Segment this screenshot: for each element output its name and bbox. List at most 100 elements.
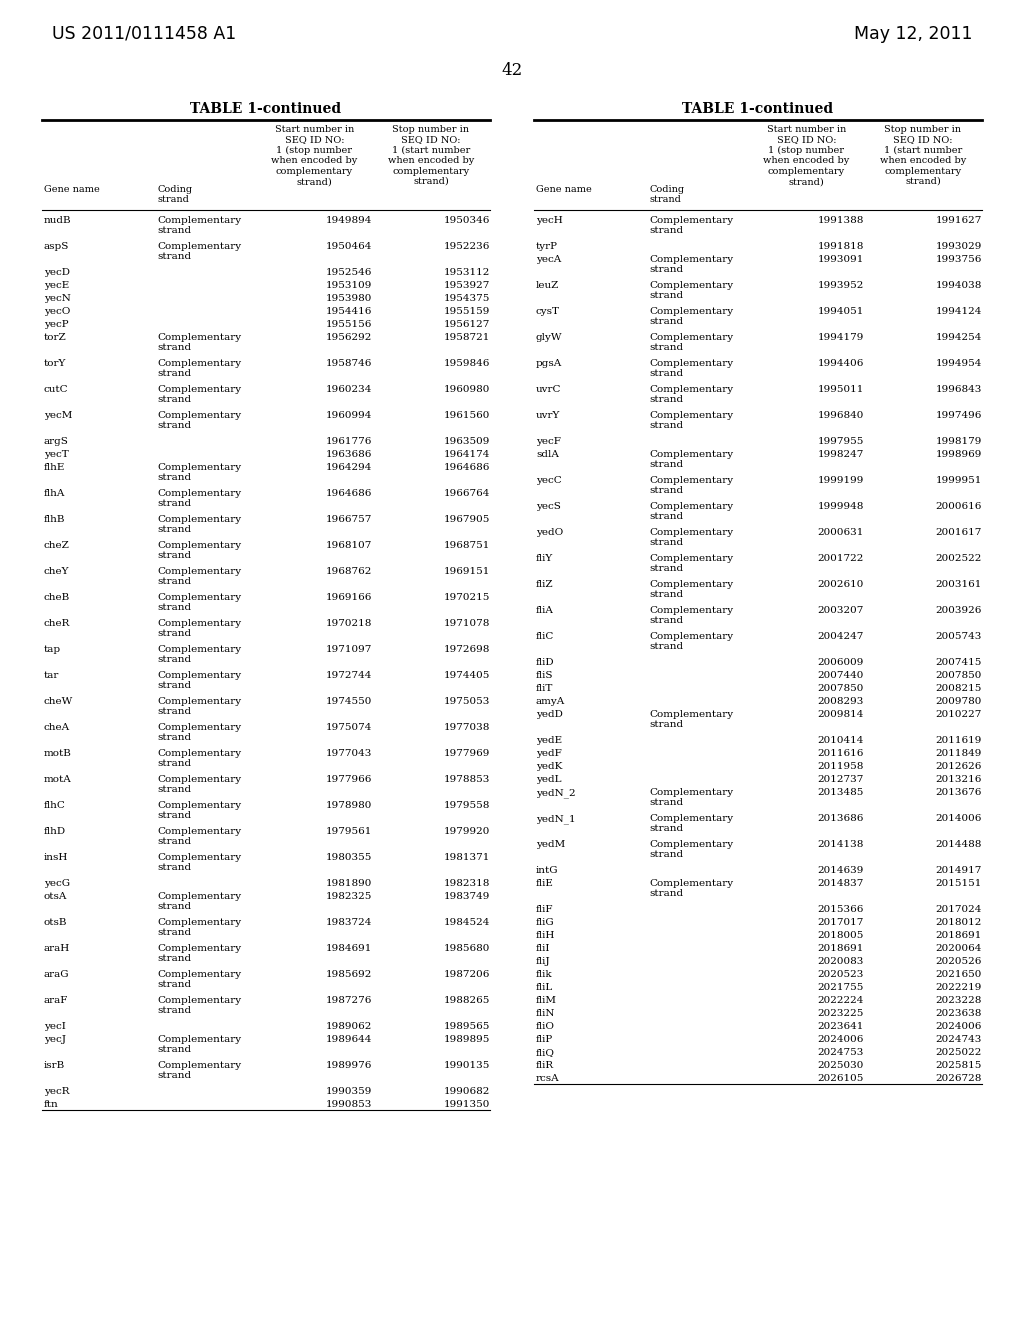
Text: isrB: isrB bbox=[44, 1061, 66, 1071]
Text: 2021755: 2021755 bbox=[817, 983, 864, 993]
Text: yedN_1: yedN_1 bbox=[536, 814, 575, 824]
Text: TABLE 1-continued: TABLE 1-continued bbox=[190, 102, 342, 116]
Text: 2000616: 2000616 bbox=[936, 502, 982, 511]
Text: Complementary
strand: Complementary strand bbox=[649, 216, 733, 235]
Text: Complementary
strand: Complementary strand bbox=[649, 502, 733, 521]
Text: 1977043: 1977043 bbox=[326, 748, 372, 758]
Text: Complementary
strand: Complementary strand bbox=[157, 997, 241, 1015]
Text: cheY: cheY bbox=[44, 568, 70, 576]
Text: tyrP: tyrP bbox=[536, 242, 558, 251]
Text: Complementary
strand: Complementary strand bbox=[157, 697, 241, 717]
Text: 1968762: 1968762 bbox=[326, 568, 372, 576]
Text: 1982325: 1982325 bbox=[326, 892, 372, 902]
Text: 2002522: 2002522 bbox=[936, 554, 982, 564]
Text: fliL: fliL bbox=[536, 983, 553, 993]
Text: yecJ: yecJ bbox=[44, 1035, 66, 1044]
Text: 2003207: 2003207 bbox=[817, 606, 864, 615]
Text: TABLE 1-continued: TABLE 1-continued bbox=[682, 102, 834, 116]
Text: yedF: yedF bbox=[536, 748, 562, 758]
Text: Gene name: Gene name bbox=[44, 185, 99, 194]
Text: 1994954: 1994954 bbox=[936, 359, 982, 368]
Text: 2022224: 2022224 bbox=[817, 997, 864, 1005]
Text: 1981890: 1981890 bbox=[326, 879, 372, 888]
Text: Coding
strand: Coding strand bbox=[157, 185, 193, 205]
Text: cysT: cysT bbox=[536, 308, 560, 315]
Text: cheA: cheA bbox=[44, 723, 70, 733]
Text: yecT: yecT bbox=[44, 450, 69, 459]
Text: Complementary
strand: Complementary strand bbox=[157, 333, 241, 352]
Text: fliQ: fliQ bbox=[536, 1048, 555, 1057]
Text: 1978853: 1978853 bbox=[443, 775, 490, 784]
Text: 2024743: 2024743 bbox=[936, 1035, 982, 1044]
Text: flhA: flhA bbox=[44, 488, 66, 498]
Text: araF: araF bbox=[44, 997, 69, 1005]
Text: cheB: cheB bbox=[44, 593, 71, 602]
Text: 1997496: 1997496 bbox=[936, 411, 982, 420]
Text: 1964294: 1964294 bbox=[326, 463, 372, 473]
Text: Complementary
strand: Complementary strand bbox=[649, 308, 733, 326]
Text: 1980355: 1980355 bbox=[326, 853, 372, 862]
Text: 1969151: 1969151 bbox=[443, 568, 490, 576]
Text: 42: 42 bbox=[502, 62, 522, 79]
Text: 1968107: 1968107 bbox=[326, 541, 372, 550]
Text: Complementary
strand: Complementary strand bbox=[157, 1035, 241, 1055]
Text: 1989565: 1989565 bbox=[443, 1022, 490, 1031]
Text: fliM: fliM bbox=[536, 997, 557, 1005]
Text: fliN: fliN bbox=[536, 1008, 555, 1018]
Text: fliT: fliT bbox=[536, 684, 553, 693]
Text: uvrC: uvrC bbox=[536, 385, 561, 393]
Text: 2012626: 2012626 bbox=[936, 762, 982, 771]
Text: araG: araG bbox=[44, 970, 70, 979]
Text: 2025815: 2025815 bbox=[936, 1061, 982, 1071]
Text: 1983724: 1983724 bbox=[326, 917, 372, 927]
Text: 2025030: 2025030 bbox=[817, 1061, 864, 1071]
Text: 1963509: 1963509 bbox=[443, 437, 490, 446]
Text: 1974550: 1974550 bbox=[326, 697, 372, 706]
Text: cheZ: cheZ bbox=[44, 541, 70, 550]
Text: 1972744: 1972744 bbox=[326, 671, 372, 680]
Text: Complementary
strand: Complementary strand bbox=[649, 840, 733, 859]
Text: 2018012: 2018012 bbox=[936, 917, 982, 927]
Text: Complementary
strand: Complementary strand bbox=[157, 463, 241, 482]
Text: Complementary
strand: Complementary strand bbox=[157, 645, 241, 664]
Text: fliR: fliR bbox=[536, 1061, 554, 1071]
Text: 2013676: 2013676 bbox=[936, 788, 982, 797]
Text: leuZ: leuZ bbox=[536, 281, 559, 290]
Text: 1958746: 1958746 bbox=[326, 359, 372, 368]
Text: fliC: fliC bbox=[536, 632, 554, 642]
Text: flhC: flhC bbox=[44, 801, 66, 810]
Text: 1989895: 1989895 bbox=[443, 1035, 490, 1044]
Text: 2003926: 2003926 bbox=[936, 606, 982, 615]
Text: 1974405: 1974405 bbox=[443, 671, 490, 680]
Text: otsA: otsA bbox=[44, 892, 68, 902]
Text: araH: araH bbox=[44, 944, 71, 953]
Text: 1983749: 1983749 bbox=[443, 892, 490, 902]
Text: 1950464: 1950464 bbox=[326, 242, 372, 251]
Text: 1961560: 1961560 bbox=[443, 411, 490, 420]
Text: 2011849: 2011849 bbox=[936, 748, 982, 758]
Text: 1956292: 1956292 bbox=[326, 333, 372, 342]
Text: 1994406: 1994406 bbox=[817, 359, 864, 368]
Text: Stop number in
SEQ ID NO:
1 (start number
when encoded by
complementary
strand): Stop number in SEQ ID NO: 1 (start numbe… bbox=[880, 125, 966, 186]
Text: rcsA: rcsA bbox=[536, 1074, 560, 1082]
Text: 1989644: 1989644 bbox=[326, 1035, 372, 1044]
Text: 1970218: 1970218 bbox=[326, 619, 372, 628]
Text: argS: argS bbox=[44, 437, 69, 446]
Text: 1975074: 1975074 bbox=[326, 723, 372, 733]
Text: fliS: fliS bbox=[536, 671, 554, 680]
Text: 2020526: 2020526 bbox=[936, 957, 982, 966]
Text: 1968751: 1968751 bbox=[443, 541, 490, 550]
Text: Complementary
strand: Complementary strand bbox=[157, 1061, 241, 1080]
Text: Complementary
strand: Complementary strand bbox=[157, 568, 241, 586]
Text: 1964686: 1964686 bbox=[443, 463, 490, 473]
Text: Complementary
strand: Complementary strand bbox=[157, 892, 241, 911]
Text: 1966764: 1966764 bbox=[443, 488, 490, 498]
Text: flhB: flhB bbox=[44, 515, 66, 524]
Text: 2015151: 2015151 bbox=[936, 879, 982, 888]
Text: yedO: yedO bbox=[536, 528, 563, 537]
Text: 1999199: 1999199 bbox=[817, 477, 864, 484]
Text: intG: intG bbox=[536, 866, 559, 875]
Text: 1994038: 1994038 bbox=[936, 281, 982, 290]
Text: 2023641: 2023641 bbox=[817, 1022, 864, 1031]
Text: fliG: fliG bbox=[536, 917, 555, 927]
